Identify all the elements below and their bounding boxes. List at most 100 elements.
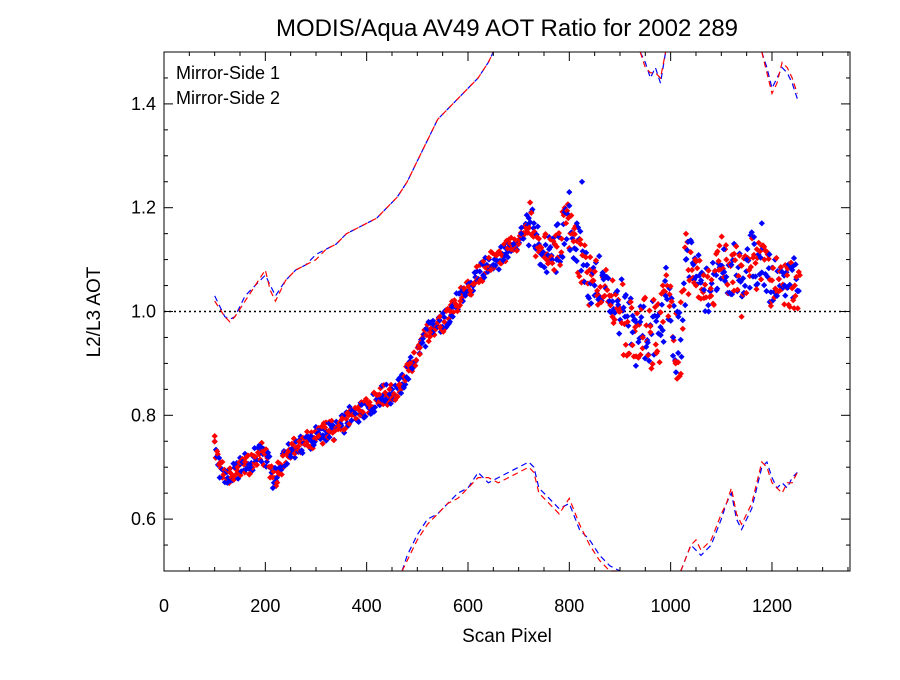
scatter-point-side1-446	[708, 280, 715, 287]
scatter-point-side1-338	[588, 300, 595, 307]
scatter-point-side2-490	[757, 276, 765, 283]
data-point-side1-58	[697, 277, 705, 284]
data-point-side1-15	[348, 417, 355, 424]
data-point-side2-22	[416, 344, 424, 351]
scatter-point-side2-423	[682, 230, 690, 237]
scatter-point-side2-399	[656, 359, 663, 366]
data-point-side2-59	[708, 292, 715, 300]
scatter-point-side1-390	[645, 357, 653, 365]
chart-title: MODIS/Aqua AV49 AOT Ratio for 2002 289	[276, 15, 738, 42]
scatter-point-side2-356	[608, 292, 615, 299]
scatter-point-side1-493	[760, 281, 768, 289]
scatter-point-side1-512	[782, 292, 789, 299]
data-point-side1-18	[378, 396, 386, 403]
scatter-point-side2-351	[602, 266, 610, 274]
scatter-point-side2-369	[622, 341, 629, 348]
scatter-point-side1-520	[790, 254, 798, 262]
scatter-point-side2-83	[303, 428, 311, 435]
data-point-side1-56	[682, 256, 689, 263]
data-point-side2-10	[295, 443, 302, 450]
scatter-point-side1-439	[700, 286, 708, 294]
x-axis-label: Scan Pixel	[462, 626, 552, 647]
y-tick-label-2: 1.0	[131, 302, 156, 322]
data-point-side2-30	[497, 251, 505, 258]
data-point-side1-68	[773, 292, 781, 300]
data-point-side1-48	[629, 329, 636, 336]
data-point-side1-62	[728, 261, 735, 268]
scatter-point-side1-443	[705, 302, 712, 309]
data-point-side2-13	[325, 427, 332, 435]
scatter-point-side2-420	[679, 325, 686, 332]
scatter-point-side2-202	[436, 313, 444, 320]
data-point-side2-6	[259, 448, 266, 455]
scatter-point-side1-416	[675, 313, 682, 320]
scatter-point-side2-404	[661, 288, 669, 295]
plot-layer	[164, 51, 850, 572]
data-point-side1-65	[751, 240, 758, 248]
envelope-line-2	[639, 51, 667, 84]
scatter-point-side1-371	[625, 322, 632, 329]
scatter-point-side2-390	[646, 307, 653, 314]
scatter-point-side2-382	[637, 351, 644, 358]
data-point-side2-8	[274, 469, 282, 476]
scatter-point-side1-357	[609, 298, 616, 305]
scatter-point-side2-288	[532, 253, 539, 260]
scatter-point-side2-246	[485, 254, 492, 261]
x-tick-label-4: 800	[554, 596, 584, 616]
scatter-point-side2-497	[765, 255, 772, 263]
data-point-side2-29	[487, 266, 494, 274]
scatter-point-side2-97	[319, 440, 326, 447]
scatter-point-side1-303	[549, 256, 556, 263]
scatter-point-side2-179	[410, 349, 418, 356]
data-point-side1-53	[662, 292, 669, 300]
data-point-side2-23	[426, 329, 434, 336]
scatter-point-side2-506	[775, 275, 783, 283]
data-point-side2-20	[396, 381, 403, 388]
data-point-side2-67	[768, 277, 776, 284]
scatter-point-side1-420	[679, 317, 686, 324]
data-point-side1-39	[566, 188, 573, 196]
data-point-side2-11	[305, 443, 312, 450]
scatter-point-side2-184	[416, 351, 423, 358]
scatter-point-side1-296	[541, 264, 548, 271]
scatter-point-side1-412	[670, 302, 678, 310]
scatter-point-side1-4	[215, 454, 223, 462]
data-point-side1-6	[264, 453, 272, 460]
legend-entry-mirror-side-1: Mirror-Side 1	[176, 63, 280, 83]
data-point-side1-21	[409, 365, 416, 372]
data-point-side2-16	[355, 406, 363, 414]
scatter-point-side1-189	[422, 343, 429, 350]
scatter-point-side1-476	[741, 282, 749, 290]
scatter-point-side2-446	[708, 276, 715, 283]
scatter-point-side2-337	[587, 253, 594, 261]
scatter-point-side2-366	[619, 281, 626, 288]
scatter-point-side2-511	[781, 301, 788, 308]
envelope-line-5	[761, 51, 798, 96]
scatter-point-side1-196	[429, 317, 437, 324]
scatter-point-side2-394	[650, 296, 657, 303]
y-tick-label-1: 0.8	[131, 405, 156, 425]
x-tick-label-2: 400	[352, 596, 382, 616]
data-point-side1-11	[307, 432, 315, 440]
data-point-side1-17	[368, 406, 375, 414]
scatter-point-side2-426	[686, 277, 693, 284]
scatter-point-side1-521	[792, 261, 799, 268]
scatter-point-side2-486	[753, 286, 760, 293]
data-point-side2-47	[624, 318, 631, 326]
data-point-side2-21	[406, 360, 413, 367]
scatter-point-side1-353	[605, 275, 612, 282]
scatter-point-side1-345	[596, 252, 603, 260]
y-axis-label: L2/L3 AOT	[84, 266, 105, 357]
scatter-point-side2-465	[729, 279, 736, 286]
scatter-point-side1-154	[383, 381, 390, 388]
scatter-point-side1-255	[495, 266, 502, 273]
scatter-point-side1-176	[407, 354, 414, 361]
scatter-point-side2-192	[425, 338, 432, 345]
scatter-point-side1-403	[660, 338, 667, 345]
scatter-point-side2-484	[750, 251, 758, 259]
scatter-point-side1-187	[419, 335, 427, 342]
scatter-point-side2-400	[657, 309, 664, 316]
scatter-point-side1-36	[251, 444, 258, 452]
data-point-side2-53	[666, 303, 673, 310]
